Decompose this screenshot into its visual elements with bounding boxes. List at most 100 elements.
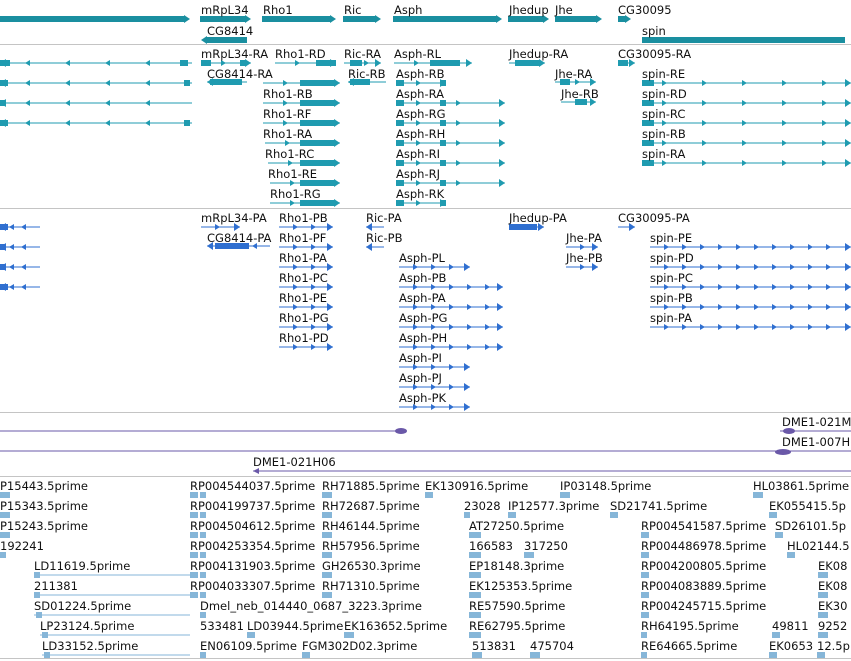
feature-strand-chevron[interactable]	[467, 324, 472, 330]
protein-label[interactable]: spin-PB	[650, 291, 693, 305]
feature-exon[interactable]	[396, 160, 404, 166]
feature-strand-chevron[interactable]	[364, 60, 369, 66]
feature-exon[interactable]	[350, 79, 370, 85]
feature-strand-chevron[interactable]	[736, 304, 741, 310]
feature-arrowhead[interactable]	[375, 15, 381, 23]
feature-strand-chevron[interactable]	[431, 384, 436, 390]
feature-strand-chevron[interactable]	[485, 284, 490, 290]
feature-strand-chevron[interactable]	[822, 80, 827, 86]
feature-strand-chevron[interactable]	[431, 304, 436, 310]
feature-strand-chevron[interactable]	[702, 140, 707, 146]
feature-strand-chevron[interactable]	[782, 160, 787, 166]
feature-arrowhead[interactable]	[538, 223, 544, 231]
transcript-label[interactable]: Jhe-RB	[561, 87, 599, 101]
transcript-label[interactable]: Asph-RH	[396, 127, 446, 141]
protein-label[interactable]: Rho1-PG	[279, 311, 329, 325]
est-label[interactable]: SD21741.5prime	[610, 499, 708, 513]
est-label[interactable]: LD11619.5prime	[34, 559, 131, 573]
feature-strand-chevron[interactable]	[772, 264, 777, 270]
contig-label[interactable]: DME1-021H06	[253, 455, 336, 469]
feature-arrowhead[interactable]	[207, 242, 213, 250]
est-label[interactable]: RP004253354.5prime	[190, 539, 316, 553]
feature-arrowhead[interactable]	[592, 263, 598, 271]
feature-strand-chevron[interactable]	[323, 120, 328, 126]
est-label[interactable]: EK08	[818, 579, 848, 593]
feature-arrowhead[interactable]	[184, 15, 190, 23]
feature-arrowhead[interactable]	[0, 283, 6, 291]
feature-strand-chevron[interactable]	[808, 304, 813, 310]
feature-arrowhead[interactable]	[207, 78, 213, 86]
feature-strand-chevron[interactable]	[702, 80, 707, 86]
est-label[interactable]: 49811	[772, 619, 809, 633]
transcript-label[interactable]: spin-RC	[642, 107, 686, 121]
feature-arrowhead[interactable]	[0, 79, 6, 87]
est-feature[interactable]	[641, 652, 647, 658]
transcript-label[interactable]: Rho1-RD	[275, 47, 326, 61]
est-label[interactable]: RP004245715.5prime	[641, 599, 767, 613]
feature-exon[interactable]	[184, 80, 190, 86]
feature-strand-chevron[interactable]	[772, 324, 777, 330]
feature-strand-chevron[interactable]	[105, 60, 110, 66]
feature-strand-chevron[interactable]	[782, 120, 787, 126]
est-feature[interactable]	[753, 492, 763, 498]
feature-strand-chevron[interactable]	[790, 284, 795, 290]
est-feature[interactable]	[772, 632, 780, 638]
feature-strand-chevron[interactable]	[449, 324, 454, 330]
feature-strand-chevron[interactable]	[682, 304, 687, 310]
feature-strand-chevron[interactable]	[145, 80, 150, 86]
gene-bar[interactable]	[0, 16, 184, 22]
est-feature[interactable]	[0, 552, 6, 558]
feature-arrowhead[interactable]	[0, 223, 6, 231]
feature-exon[interactable]	[300, 160, 334, 166]
feature-strand-chevron[interactable]	[808, 264, 813, 270]
est-feature[interactable]	[641, 552, 649, 558]
feature-strand-chevron[interactable]	[449, 344, 454, 350]
protein-label[interactable]: Asph-PI	[399, 351, 442, 365]
feature-strand-chevron[interactable]	[413, 284, 418, 290]
feature-strand-chevron[interactable]	[413, 304, 418, 310]
feature-strand-chevron[interactable]	[293, 284, 298, 290]
feature-arrowhead[interactable]	[366, 223, 372, 231]
est-feature[interactable]	[190, 552, 198, 558]
feature-arrowhead[interactable]	[440, 79, 446, 87]
est-label[interactable]: RP004033307.5prime	[190, 579, 316, 593]
est-feature[interactable]	[610, 512, 618, 518]
est-feature[interactable]	[775, 532, 783, 538]
feature-arrowhead[interactable]	[845, 243, 851, 251]
est-feature[interactable]	[425, 492, 433, 498]
feature-strand-chevron[interactable]	[754, 284, 759, 290]
protein-label[interactable]: spin-PD	[650, 251, 694, 265]
feature-exon[interactable]	[642, 160, 654, 166]
gene-bar[interactable]	[343, 16, 375, 22]
feature-arrowhead[interactable]	[596, 15, 602, 23]
feature-strand-chevron[interactable]	[416, 120, 421, 126]
feature-exon[interactable]	[396, 100, 404, 106]
feature-exon[interactable]	[440, 160, 446, 166]
feature-exon[interactable]	[618, 60, 628, 66]
est-feature[interactable]	[818, 632, 828, 638]
est-feature[interactable]	[472, 652, 482, 658]
est-feature[interactable]	[322, 552, 332, 558]
gene-label[interactable]: mRpL34	[201, 3, 249, 17]
feature-arrowhead[interactable]	[234, 223, 240, 231]
gene-label[interactable]: Ric	[344, 3, 362, 17]
feature-strand-chevron[interactable]	[456, 160, 461, 166]
est-feature[interactable]	[560, 492, 570, 498]
contig-end[interactable]	[775, 449, 791, 455]
feature-strand-chevron[interactable]	[105, 100, 110, 106]
feature-strand-chevron[interactable]	[664, 244, 669, 250]
transcript-label[interactable]: spin-RB	[642, 127, 686, 141]
transcript-label[interactable]: CG30095-RA	[618, 47, 692, 61]
feature-exon[interactable]	[300, 180, 334, 186]
feature-arrowhead[interactable]	[330, 59, 336, 67]
feature-arrowhead[interactable]	[845, 119, 851, 127]
est-label[interactable]: P15243.5prime	[0, 519, 88, 533]
est-label[interactable]: GH26530.3prime	[322, 559, 421, 573]
est-feature[interactable]	[641, 592, 649, 598]
protein-label[interactable]: Asph-PL	[399, 251, 445, 265]
est-feature[interactable]	[200, 512, 206, 518]
feature-strand-chevron[interactable]	[581, 99, 586, 105]
feature-arrowhead[interactable]	[330, 15, 336, 23]
transcript-label[interactable]: Rho1-RE	[268, 167, 318, 181]
feature-strand-chevron[interactable]	[662, 120, 667, 126]
